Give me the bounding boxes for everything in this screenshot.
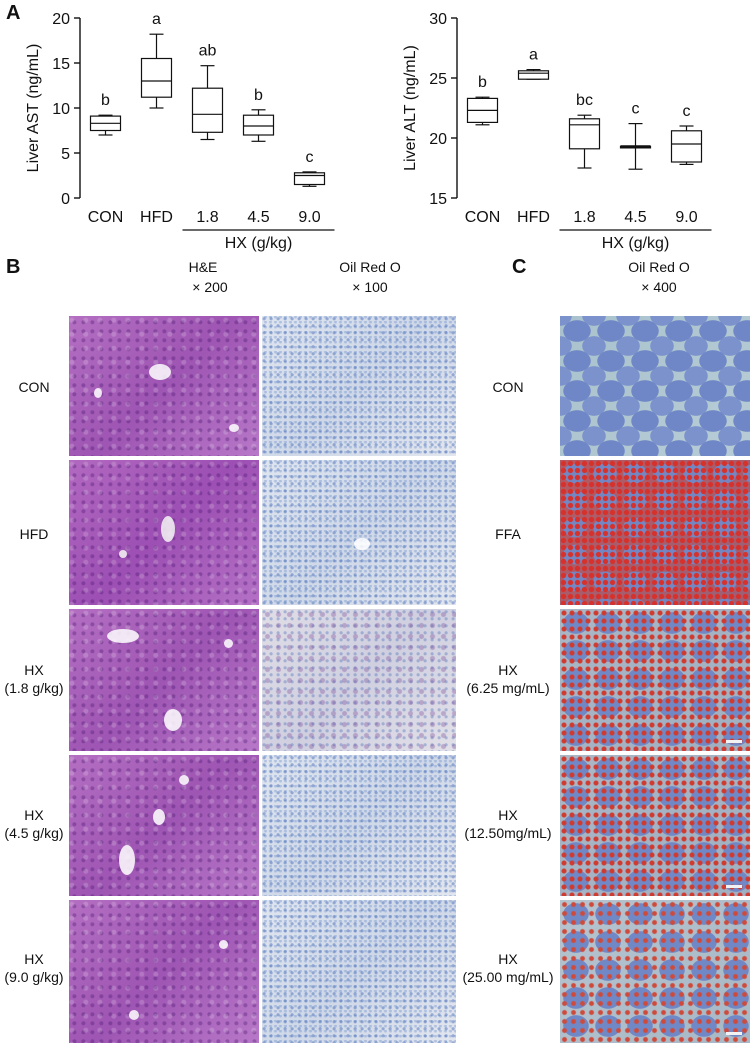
ast-significance-letter: ab [199,43,217,60]
alt-x-tick-label: 1.8 [573,209,595,226]
b-row-label-hx-4-5: HX (4.5 g/kg) [4,807,64,841]
ast-boxplot-chart: 0 5 10 15 20 Liver AST (ng/mL) b CON a HFD ab 1.8 b 4… [25,11,335,252]
c-image-hx-25-00 [560,900,750,1043]
c-row-label-ffa: FFA [495,526,521,542]
ast-x-tick-label: 9.0 [298,209,320,226]
alt-significance-letter: b [478,74,487,91]
alt-box [670,130,703,163]
he-image-hfd [69,460,259,605]
oro-image-hfd [262,460,456,605]
oro-image-hx-1-8 [262,609,456,751]
alt-box [517,70,550,80]
alt-significance-letter: bc [576,92,593,109]
ast-x-tick-label: HFD [140,209,173,226]
c-image-hx-12-50 [560,755,750,896]
he-image-hx-9-0 [69,900,259,1043]
ast-box [140,57,173,98]
he-column-title: H&E [188,259,218,275]
alt-y-tick-label: 20 [429,131,447,148]
ast-y-tick-label: 10 [52,101,70,118]
ast-group-label: HX (g/kg) [225,235,293,252]
ast-y-tick-label: 20 [52,11,70,28]
c-magnification: × 400 [641,279,677,295]
ast-y-axis-label: Liver AST (ng/mL) [25,44,42,173]
panel-b-letter: B [6,256,21,278]
alt-box [568,118,601,150]
b-row-label-con: CON [18,379,50,395]
alt-y-tick-label: 30 [429,11,447,28]
alt-x-tick-label: HFD [517,209,550,226]
he-magnification: × 200 [192,279,228,295]
c-row-label-con: CON [492,379,524,395]
oro-column-title: Oil Red O [339,259,401,275]
he-image-hx-4-5 [69,755,259,896]
ast-x-tick-label: 4.5 [247,209,269,226]
ast-significance-letter: c [306,149,314,166]
alt-boxplot-chart: 15 20 25 30 Liver ALT (ng/mL) b CON a HFD bc 1.8 c 4… [402,11,712,252]
alt-y-axis-label: Liver ALT (ng/mL) [402,45,419,171]
alt-significance-letter: c [683,103,691,120]
alt-group-label: HX (g/kg) [602,235,670,252]
alt-significance-letter: a [529,47,538,64]
panel-a-letter: A [6,2,21,24]
c-image-hx-6-25 [560,609,750,751]
he-image-con [69,316,259,456]
ast-y-tick-label: 15 [52,56,70,73]
c-row-label-hx-12-50: HX (12.50mg/mL) [464,807,552,841]
c-column-title: Oil Red O [628,259,690,275]
ast-box [191,87,224,133]
oro-image-con [262,316,456,456]
oro-image-hx-4-5 [262,755,456,896]
alt-x-tick-label: 9.0 [675,209,697,226]
alt-significance-letter: c [632,101,640,118]
panel-c-letter: C [512,256,527,278]
c-row-label-hx-25-00: HX (25.00 mg/mL) [462,951,554,985]
oro-image-hx-9-0 [262,900,456,1043]
b-row-label-hx-1-8: HX (1.8 g/kg) [4,662,64,696]
he-image-hx-1-8 [69,609,259,751]
scale-bar [726,885,742,888]
scale-bar [726,1032,742,1035]
scale-bar [726,740,742,743]
ast-significance-letter: a [152,11,161,28]
ast-box [242,114,275,136]
b-row-label-hfd: HFD [19,526,49,542]
c-row-label-hx-6-25: HX (6.25 mg/mL) [466,662,550,696]
alt-x-tick-label: 4.5 [624,209,646,226]
c-image-con [560,316,750,456]
oro-magnification: × 100 [352,279,388,295]
ast-box [293,172,326,186]
ast-significance-letter: b [254,87,263,104]
alt-y-tick-label: 15 [429,191,447,208]
alt-x-tick-label: CON [465,209,501,226]
ast-y-tick-label: 5 [61,146,70,163]
ast-x-tick-label: 1.8 [196,209,218,226]
ast-significance-letter: b [101,92,110,109]
ast-y-tick-label: 0 [61,191,70,208]
ast-x-tick-label: CON [88,209,124,226]
b-row-label-hx-9-0: HX (9.0 g/kg) [4,951,64,985]
alt-y-tick-label: 25 [429,71,447,88]
c-image-ffa [560,460,750,605]
